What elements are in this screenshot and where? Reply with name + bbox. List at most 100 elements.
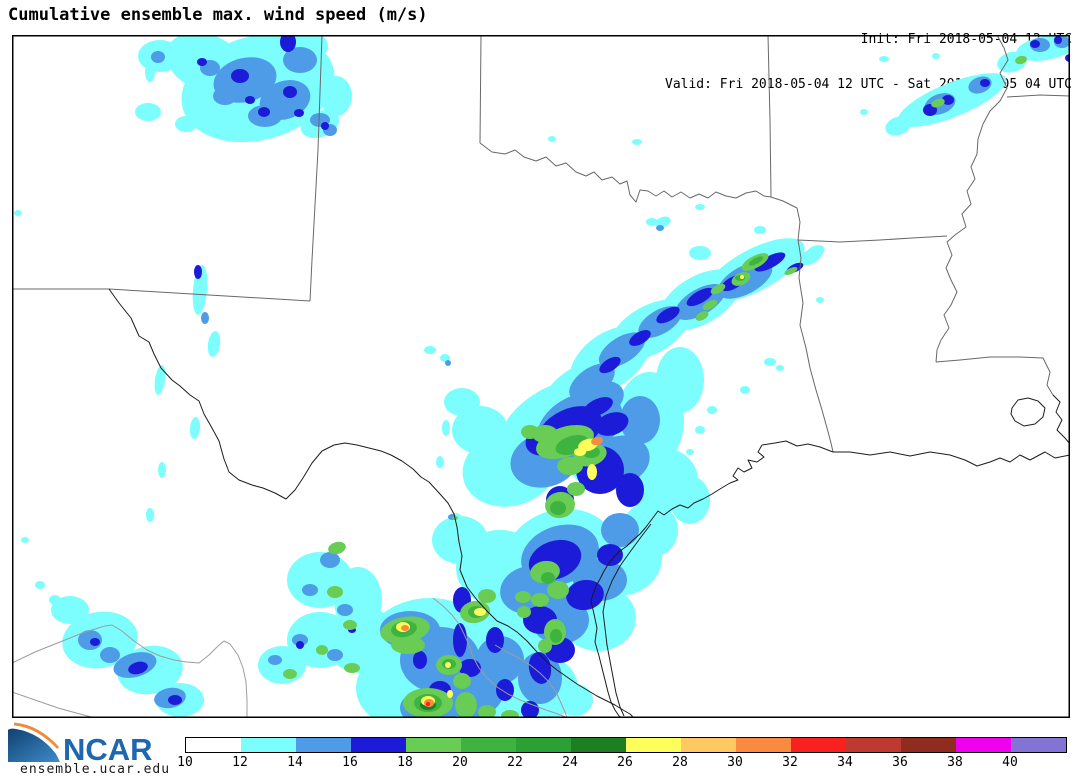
- colorbar-segment: [406, 738, 461, 752]
- wind-speed-blob: [432, 516, 488, 564]
- colorbar-tick-label: 18: [397, 755, 413, 770]
- wind-speed-blob: [478, 705, 496, 718]
- wind-speed-blob: [710, 283, 726, 295]
- wind-speed-blob: [447, 690, 453, 698]
- rio-grande-upper: [108, 288, 458, 528]
- wind-speed-blob: [189, 417, 201, 439]
- wind-speed-blob: [453, 623, 467, 657]
- colorbar-tick-label: 36: [892, 755, 908, 770]
- wind-speed-blob: [686, 287, 714, 307]
- wind-speed-blob: [283, 47, 317, 73]
- colorbar-tick-label: 30: [727, 755, 743, 770]
- wind-speed-blob: [51, 596, 89, 624]
- wind-speed-blob: [595, 412, 629, 436]
- colorbar-tick-label: 22: [507, 755, 523, 770]
- galveston-bay: [729, 444, 765, 484]
- wind-speed-blob: [547, 581, 569, 599]
- wind-speed-blob: [538, 639, 552, 653]
- wind-speed-blob: [1054, 36, 1062, 44]
- wind-map-canvas: [12, 35, 1070, 718]
- wind-speed-blob: [702, 299, 718, 311]
- lake-pontchartrain: [1010, 397, 1046, 427]
- wind-speed-blob: [154, 365, 166, 395]
- mississippi-river: [935, 35, 1009, 363]
- wind-speed-blob: [548, 136, 556, 142]
- wind-speed-blob: [207, 331, 221, 357]
- wind-speed-blob: [656, 225, 664, 231]
- colorbar-tick-label: 32: [782, 755, 798, 770]
- colorbar-segment: [791, 738, 846, 752]
- colorbar-segment: [1011, 738, 1066, 752]
- ncar-swoosh-white-arc: [12, 725, 59, 753]
- mexico-state-line-2: [432, 597, 569, 718]
- mexico-state-line-3: [494, 644, 568, 718]
- rio-grande-lower: [456, 526, 635, 718]
- colorbar-tick-label: 24: [562, 755, 578, 770]
- site-url: ensemble.ucar.edu: [20, 762, 171, 777]
- wind-speed-blob: [35, 581, 45, 589]
- wind-speed-blob: [980, 79, 990, 87]
- ok-ar-border: [767, 35, 772, 198]
- ncar-logo: NCAR: [8, 722, 153, 766]
- wind-speed-blob: [328, 541, 346, 555]
- wind-speed-blob: [245, 96, 255, 104]
- wind-speed-blob: [517, 606, 531, 618]
- wind-speed-blob: [158, 462, 166, 478]
- la-ms-border: [935, 356, 1054, 396]
- ar-la-border: [797, 235, 948, 243]
- wind-speed-blob: [424, 346, 436, 354]
- wind-speed-blob: [426, 702, 430, 706]
- wind-speed-blob: [49, 595, 61, 605]
- wind-speed-blob: [689, 246, 711, 260]
- colorbar-segment: [516, 738, 571, 752]
- wind-speed-blob: [931, 98, 945, 108]
- wind-speed-blob: [296, 641, 304, 649]
- wind-speed-blob: [583, 397, 613, 417]
- colorbar-segment: [736, 738, 791, 752]
- colorbar-segment: [956, 738, 1011, 752]
- colorbar-segment: [241, 738, 296, 752]
- wind-speed-blob: [591, 436, 603, 446]
- wind-speed-blob: [566, 579, 604, 611]
- wind-speed-blob: [646, 218, 658, 226]
- wind-speed-blob: [670, 476, 710, 524]
- ncar-swoosh-shape: [8, 728, 60, 762]
- colorbar-tick-label: 12: [232, 755, 248, 770]
- wind-speed-blob: [21, 537, 29, 543]
- wind-speed-blob: [327, 586, 343, 598]
- wind-speed-blob: [496, 679, 514, 701]
- wind-speed-blob: [748, 256, 764, 266]
- wind-speed-blob: [532, 425, 558, 443]
- wind-speed-blob: [474, 608, 486, 616]
- red-river-tx-ok: [479, 142, 772, 203]
- wind-speed-blob: [574, 448, 586, 456]
- gulf-coast-la: [761, 440, 1070, 467]
- colorbar-tick-label: 16: [342, 755, 358, 770]
- wind-speed-blob: [707, 406, 717, 414]
- wind-speed-blob: [145, 62, 155, 82]
- wind-speed-blob: [885, 116, 911, 136]
- ncar-logo-text: NCAR: [63, 732, 153, 766]
- wind-speed-blob: [258, 646, 306, 684]
- wind-speed-blob: [478, 589, 496, 603]
- wind-speed-blob: [327, 649, 343, 661]
- wind-speed-blob: [754, 226, 766, 234]
- wind-speed-blob: [550, 629, 562, 643]
- colorbar-segment: [461, 738, 516, 752]
- wind-speed-blob: [531, 593, 549, 607]
- colorbar-segment: [846, 738, 901, 752]
- wind-speed-blob: [100, 647, 120, 663]
- wind-speed-blob: [268, 655, 282, 665]
- wind-speed-blob: [1015, 55, 1027, 65]
- wind-speed-blob: [541, 572, 555, 584]
- wind-speed-blob: [740, 386, 750, 394]
- wind-speed-blob: [599, 356, 621, 374]
- colorbar-tick-label: 28: [672, 755, 688, 770]
- mexico-state-line-1: [12, 624, 248, 718]
- tx-panhandle-east-border: [479, 35, 482, 144]
- wind-speed-blob: [816, 297, 824, 303]
- wind-speed-blob: [550, 501, 566, 515]
- tx-coast-mid: [590, 482, 731, 602]
- colorbar-segment: [571, 738, 626, 752]
